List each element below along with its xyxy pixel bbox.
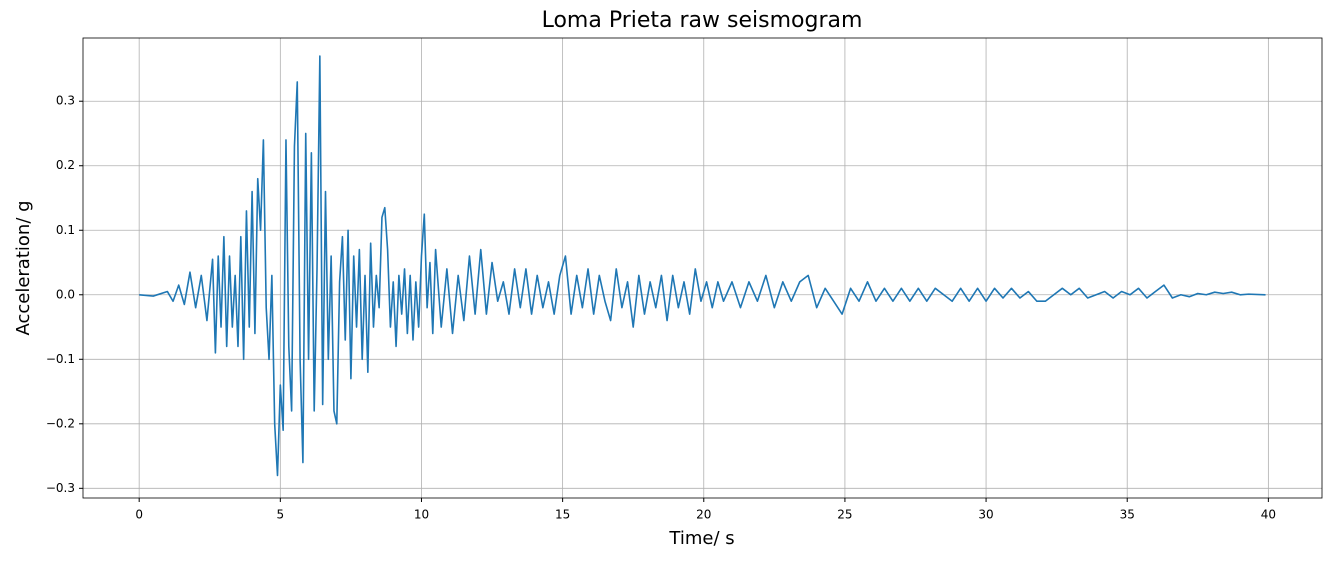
x-tick-label: 20 xyxy=(696,508,711,522)
y-tick-label: 0.2 xyxy=(56,158,75,172)
chart-title: Loma Prieta raw seismogram xyxy=(542,8,863,33)
x-tick-label: 30 xyxy=(978,508,993,522)
x-axis-label: Time/ s xyxy=(668,528,734,549)
plot-frame xyxy=(82,37,1323,499)
x-tick-label: 10 xyxy=(414,508,429,522)
y-tick-label: 0.1 xyxy=(56,223,75,237)
x-tick-label: 5 xyxy=(277,508,285,522)
x-tick-label: 0 xyxy=(135,508,143,522)
data-line xyxy=(139,55,1266,477)
x-tick-label: 40 xyxy=(1261,508,1276,522)
x-tick-label: 15 xyxy=(555,508,570,522)
y-tick-label: −0.3 xyxy=(46,481,75,495)
y-tick-label: 0.3 xyxy=(56,94,75,108)
x-tick-label: 35 xyxy=(1120,508,1135,522)
x-tick-label: 25 xyxy=(837,508,852,522)
y-tick-label: 0.0 xyxy=(56,287,75,301)
y-tick-label: −0.1 xyxy=(46,352,75,366)
y-axis-label: Acceleration/ g xyxy=(13,200,34,335)
y-tick-label: −0.2 xyxy=(46,416,75,430)
